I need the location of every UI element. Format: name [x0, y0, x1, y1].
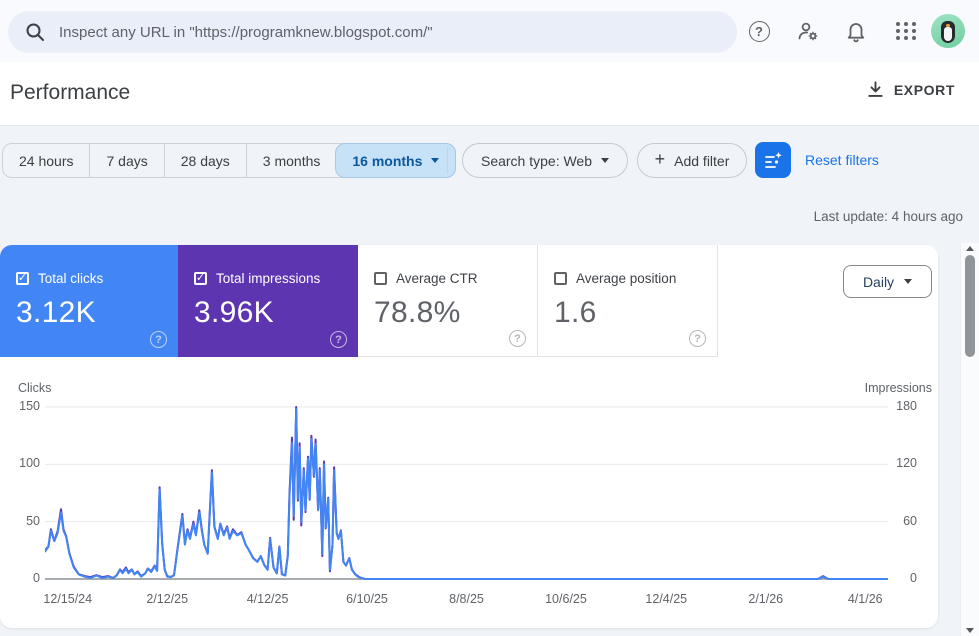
left-axis-tick: 100 — [19, 456, 40, 471]
x-axis-tick: 2/1/26 — [748, 592, 784, 606]
plus-icon: + — [654, 149, 666, 169]
page-title: Performance — [10, 81, 131, 104]
left-axis-tick: 0 — [33, 571, 40, 585]
x-axis-tick: 8/8/25 — [449, 592, 484, 606]
x-axis-tick: 4/12/25 — [246, 592, 289, 606]
help-icon: ? — [748, 20, 770, 42]
export-label: EXPORT — [893, 81, 955, 98]
date-range-group: 24 hours 7 days 28 days 3 months 16 months — [2, 143, 457, 178]
metric-card-total-impressions[interactable]: ✓ Total impressions 3.96K? — [178, 245, 358, 357]
x-axis-tick: 12/4/25 — [645, 592, 688, 606]
right-axis-tick: 60 — [903, 513, 917, 528]
vertical-scrollbar[interactable] — [960, 243, 979, 636]
url-inspect-search-bar[interactable] — [8, 11, 737, 53]
user-settings-icon — [798, 22, 818, 41]
metric-value: 3.96K — [194, 296, 274, 329]
search-type-label: Search type: Web — [480, 152, 593, 169]
last-update-status: Last update: 4 hours ago — [813, 209, 963, 224]
checkbox-unchecked-icon[interactable] — [374, 272, 387, 285]
right-axis-tick: 120 — [896, 456, 917, 471]
help-icon[interactable]: ? — [689, 330, 706, 347]
metric-value: 3.12K — [16, 296, 96, 329]
chevron-down-icon — [601, 158, 610, 163]
metric-value: 1.6 — [554, 296, 597, 329]
date-range-7-days[interactable]: 7 days — [89, 144, 163, 177]
metric-card-total-clicks[interactable]: ✓ Total clicks 3.12K? — [0, 245, 178, 357]
top-app-bar: ? — [0, 0, 979, 62]
export-button[interactable]: EXPORT — [866, 80, 955, 99]
checkbox-checked-icon[interactable]: ✓ — [16, 272, 29, 285]
search-type-dropdown[interactable]: Search type: Web — [462, 143, 628, 178]
scroll-down-icon[interactable] — [966, 628, 974, 633]
checkbox-checked-icon[interactable]: ✓ — [194, 272, 207, 285]
x-axis-tick: 6/10/25 — [346, 592, 388, 606]
metric-card-average-position[interactable]: Average position 1.6? — [538, 245, 718, 357]
date-range-label: 28 days — [180, 152, 230, 169]
date-range-16-months[interactable]: 16 months — [335, 143, 457, 178]
date-range-24-hours[interactable]: 24 hours — [3, 144, 89, 177]
impressions-line — [44, 406, 889, 580]
add-filter-label: Add filter — [674, 152, 730, 169]
chart-canvas[interactable] — [44, 405, 889, 581]
left-axis-tick: 150 — [19, 399, 40, 413]
metric-card-header: Average CTR — [374, 271, 537, 286]
help-icon[interactable]: ? — [150, 331, 167, 348]
help-button[interactable]: ? — [746, 18, 772, 44]
reset-filters-link[interactable]: Reset filters — [805, 152, 879, 168]
date-range-label: 3 months — [262, 152, 321, 169]
metric-cards-row: ✓ Total clicks 3.12K? ✓ Total impressions 3.9… — [0, 245, 718, 357]
metric-label: Average CTR — [396, 271, 478, 286]
metric-label: Total clicks — [38, 271, 104, 286]
google-apps-button[interactable] — [893, 18, 919, 44]
right-axis-title: Impressions — [864, 381, 932, 395]
clicks-line — [44, 408, 889, 580]
add-filter-button[interactable]: + Add filter — [637, 143, 747, 178]
user-settings-button[interactable] — [795, 18, 821, 44]
date-range-3-months[interactable]: 3 months — [245, 144, 337, 177]
performance-chart[interactable] — [44, 405, 889, 581]
x-axis-tick: 2/12/25 — [146, 592, 189, 606]
x-axis-tick: 4/1/26 — [847, 592, 883, 606]
metric-card-header: ✓ Total impressions — [194, 271, 358, 286]
checkbox-unchecked-icon[interactable] — [554, 272, 567, 285]
smart-filter-button[interactable] — [755, 142, 791, 178]
help-icon[interactable]: ? — [509, 330, 526, 347]
performance-panel: ✓ Total clicks 3.12K? ✓ Total impressions 3.9… — [0, 245, 938, 628]
metric-label: Total impressions — [216, 271, 321, 286]
apps-grid-icon — [895, 22, 917, 40]
bell-icon — [847, 23, 865, 43]
scrollbar-thumb[interactable] — [965, 255, 975, 357]
tune-sparkle-icon — [765, 152, 782, 168]
scroll-up-icon[interactable] — [966, 246, 974, 251]
date-range-label: 16 months — [352, 152, 423, 169]
date-range-label: 7 days — [106, 152, 148, 169]
filter-bar: 24 hours 7 days 28 days 3 months 16 months S… — [0, 126, 979, 245]
search-icon — [26, 23, 44, 41]
chevron-down-icon — [904, 279, 913, 284]
granularity-dropdown[interactable]: Daily — [843, 265, 932, 298]
date-range-label: 24 hours — [19, 152, 74, 169]
metric-card-header: Average position — [554, 271, 717, 286]
download-icon — [868, 81, 883, 97]
metric-value: 78.8% — [374, 296, 461, 329]
left-axis-title: Clicks — [18, 381, 52, 395]
granularity-label: Daily — [862, 273, 895, 290]
page-header: Performance EXPORT — [0, 62, 979, 126]
account-avatar[interactable] — [931, 14, 965, 48]
filter-divider — [447, 147, 448, 174]
help-icon[interactable]: ? — [330, 331, 347, 348]
notifications-button[interactable] — [843, 18, 869, 44]
metric-card-header: ✓ Total clicks — [16, 271, 178, 286]
x-axis-tick: 10/6/25 — [545, 592, 587, 606]
metric-label: Average position — [576, 271, 677, 286]
x-axis-tick: 12/15/24 — [43, 592, 93, 606]
metric-card-average-ctr[interactable]: Average CTR 78.8%? — [358, 245, 538, 357]
url-inspect-input[interactable] — [59, 23, 699, 41]
left-axis-tick: 50 — [26, 513, 40, 528]
right-axis-tick: 180 — [896, 399, 917, 413]
date-range-28-days[interactable]: 28 days — [163, 144, 246, 177]
chevron-down-icon — [431, 158, 440, 163]
right-axis-tick: 0 — [910, 571, 917, 585]
